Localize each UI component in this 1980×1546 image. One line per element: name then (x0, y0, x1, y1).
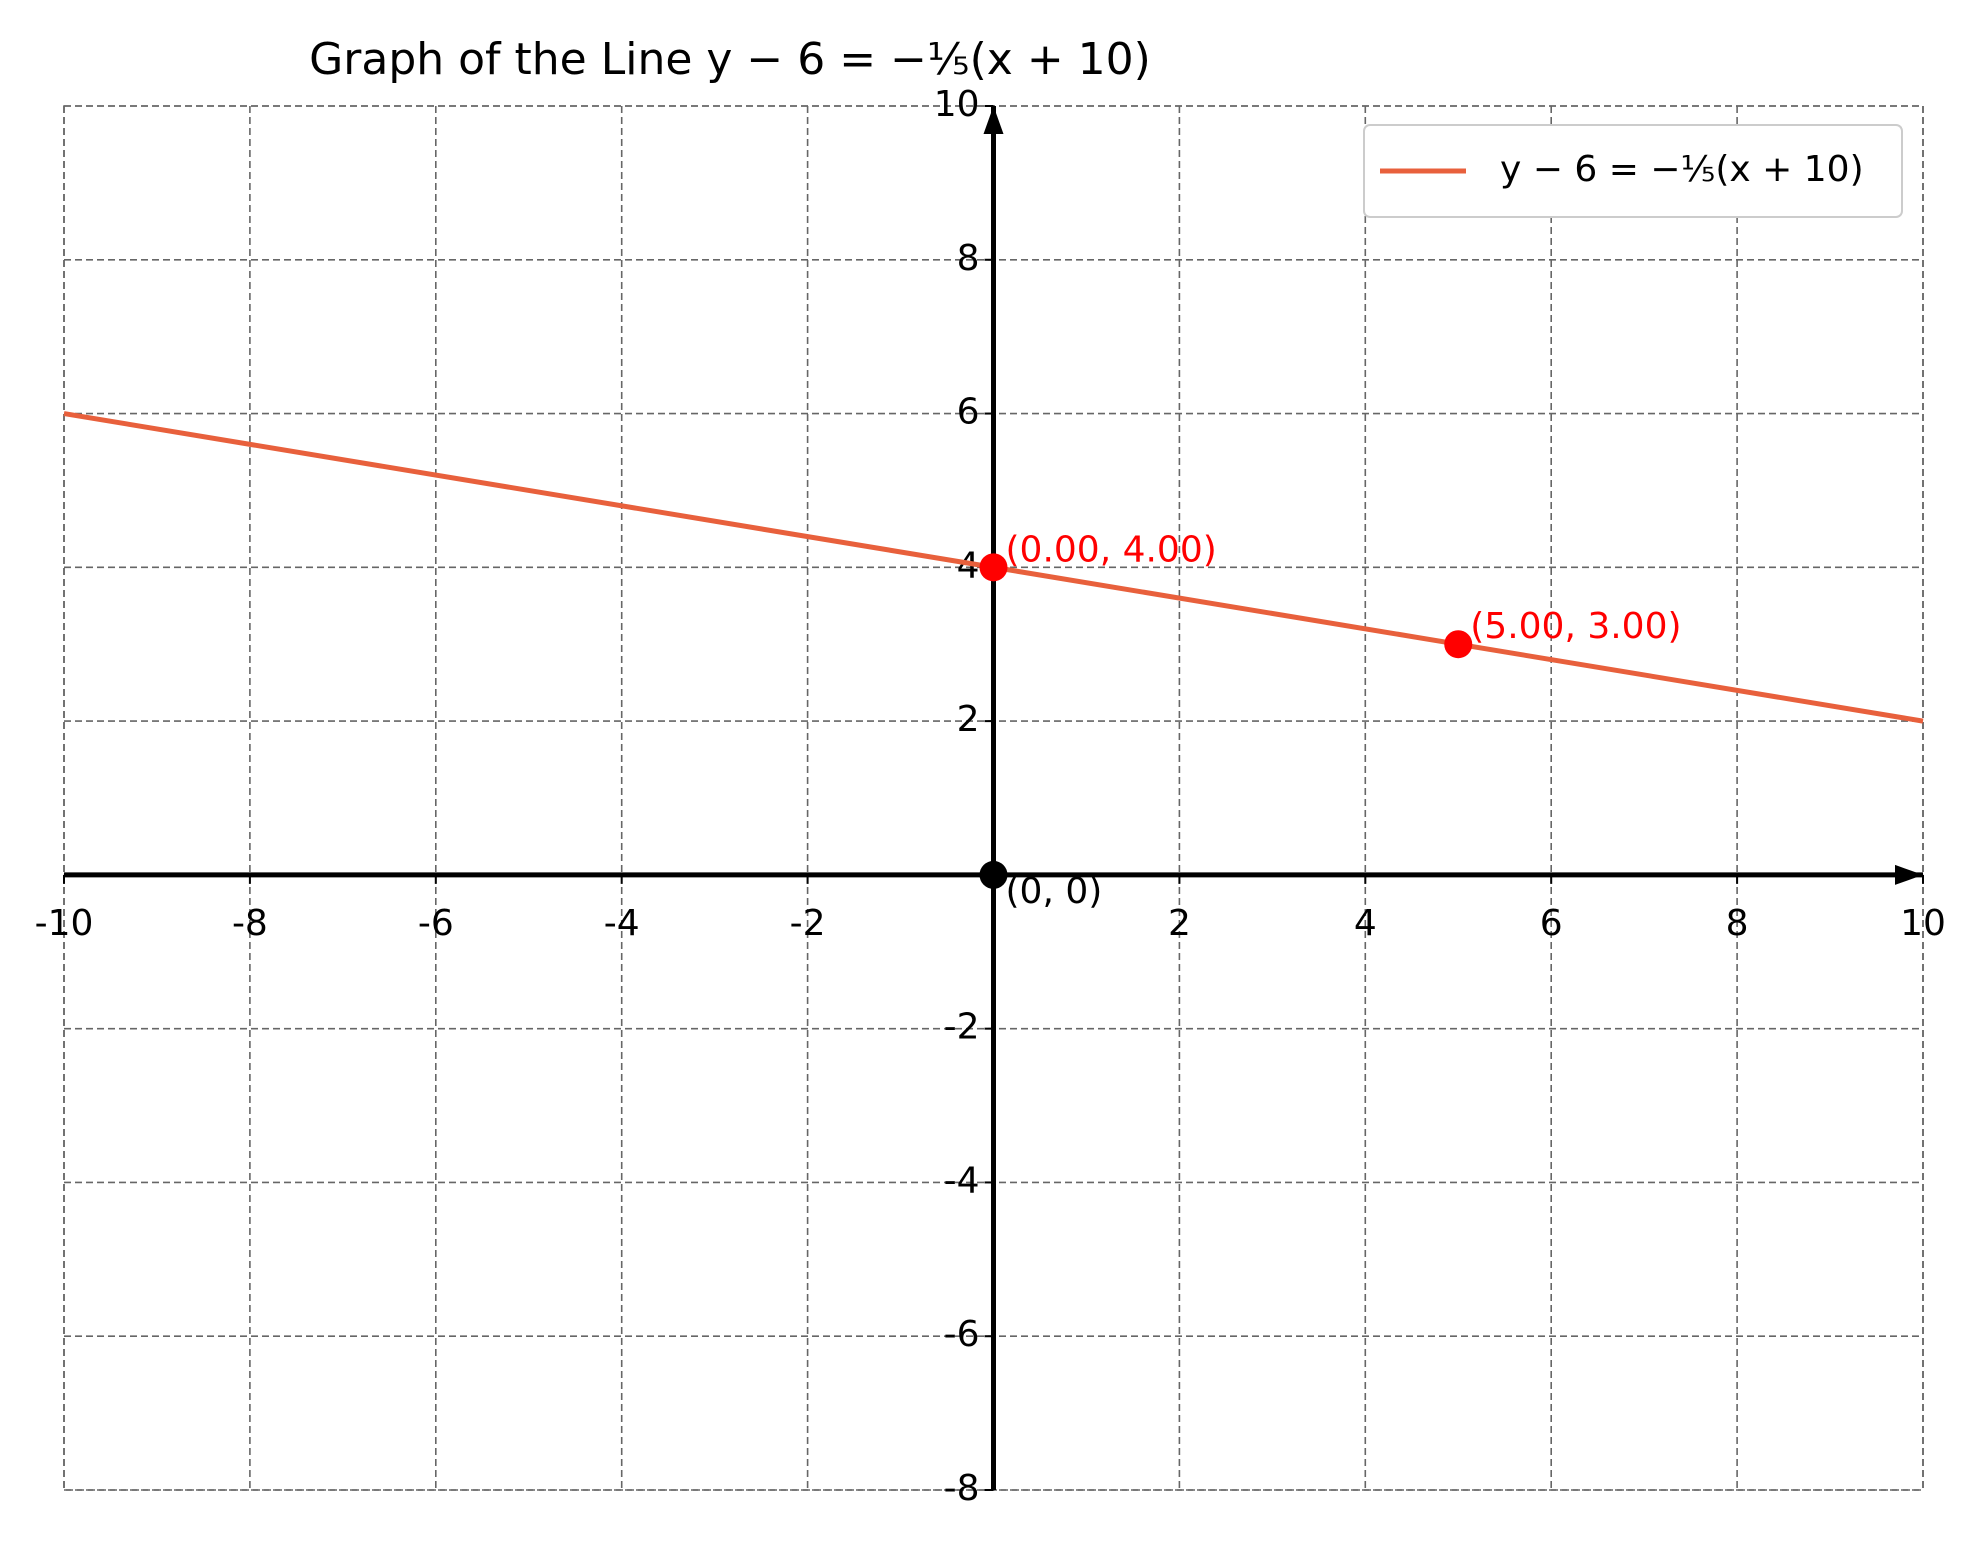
y-tick-label: -8 (944, 1468, 980, 1509)
y-tick-label: 6 (957, 392, 980, 433)
y-tick-label: -4 (944, 1160, 980, 1201)
chart-title: Graph of the Line y − 6 = −⅕(x + 10) (309, 34, 1151, 85)
x-tick-label: -6 (418, 903, 454, 944)
y-axis-arrow (983, 106, 1004, 134)
x-tick-label: -2 (790, 903, 826, 944)
x-tick-label: -4 (604, 903, 640, 944)
y-tick-label: -2 (944, 1007, 980, 1048)
x-tick-label: -10 (35, 903, 94, 944)
point-label: (0.00, 4.00) (1006, 529, 1217, 570)
y-tick-label: 8 (957, 238, 980, 279)
legend-box (1363, 124, 1903, 218)
y-tick-label: 4 (957, 545, 980, 586)
x-axis-arrow (1895, 864, 1923, 885)
x-tick-label: 8 (1726, 903, 1749, 944)
x-tick-label: -8 (232, 903, 268, 944)
point-label: (5.00, 3.00) (1470, 606, 1681, 647)
x-tick-label: 6 (1540, 903, 1563, 944)
x-tick-label: 10 (1900, 903, 1946, 944)
point-label: (0, 0) (1006, 871, 1103, 912)
point (979, 553, 1008, 582)
legend-label: y − 6 = −⅕(x + 10) (1500, 149, 1864, 190)
point (1444, 630, 1473, 659)
point (979, 860, 1008, 889)
y-tick-label: -6 (944, 1314, 980, 1355)
y-tick-label: 10 (934, 84, 980, 125)
y-tick-label: 2 (957, 699, 980, 740)
x-tick-label: 2 (1168, 903, 1191, 944)
x-tick-label: 4 (1354, 903, 1377, 944)
